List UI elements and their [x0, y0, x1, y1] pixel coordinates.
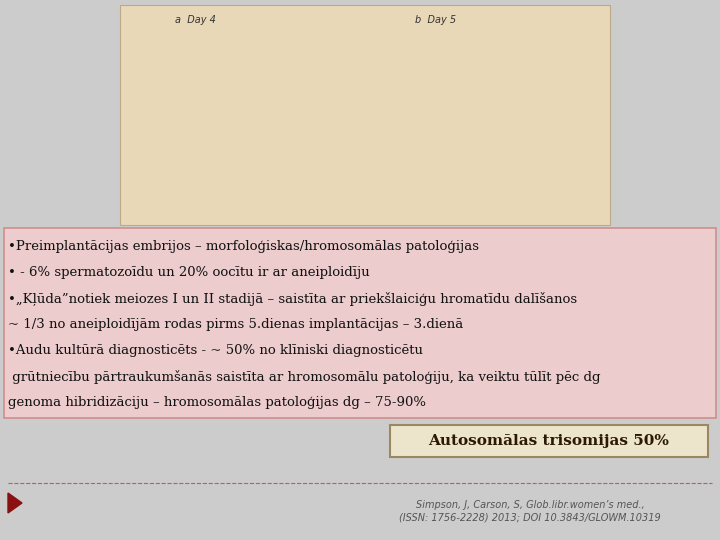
Text: Autosomālas trisomijas 50%: Autosomālas trisomijas 50% [428, 434, 670, 448]
Bar [390, 425, 708, 457]
Text: genoma hibridizāciju – hromosomālas patoloģijas dg – 75-90%: genoma hibridizāciju – hromosomālas pato… [8, 396, 426, 409]
Text: •Preimplantācijas embrijos – morfoloģiskas/hromosomālas patoloģijas: •Preimplantācijas embrijos – morfoloģisk… [8, 240, 479, 253]
Text: (ISSN: 1756-2228) 2013; DOI 10.3843/GLOWM.10319: (ISSN: 1756-2228) 2013; DOI 10.3843/GLOW… [399, 513, 661, 523]
Text: ~ 1/3 no aneiploidījām rodas pirms 5.dienas implantācijas – 3.dienā: ~ 1/3 no aneiploidījām rodas pirms 5.die… [8, 318, 463, 331]
Text: • - 6% spermatozoīdu un 20% oocītu ir ar aneiploidīju: • - 6% spermatozoīdu un 20% oocītu ir ar… [8, 266, 370, 279]
Text: Simpson, J, Carson, S, Glob.libr.women’s med.,: Simpson, J, Carson, S, Glob.libr.women’s… [415, 500, 644, 510]
Text: a  Day 4: a Day 4 [175, 15, 216, 25]
Polygon shape [8, 493, 22, 513]
Bar [4, 228, 716, 418]
Text: •„Kļūda”notiek meiozes I un II stadijā – saistīta ar priekšlaiciģu hromatīdu dal: •„Kļūda”notiek meiozes I un II stadijā –… [8, 292, 577, 306]
Text: b  Day 5: b Day 5 [415, 15, 456, 25]
Text: •Audu kultūrā diagnosticēts - ~ 50% no klīniski diagnosticētu: •Audu kultūrā diagnosticēts - ~ 50% no k… [8, 344, 423, 357]
Bar [120, 5, 610, 225]
Text: grūtniecību pārtraukumšanās saistīta ar hromosomālu patoloģiju, ka veiktu tūlīt : grūtniecību pārtraukumšanās saistīta ar … [8, 370, 600, 384]
